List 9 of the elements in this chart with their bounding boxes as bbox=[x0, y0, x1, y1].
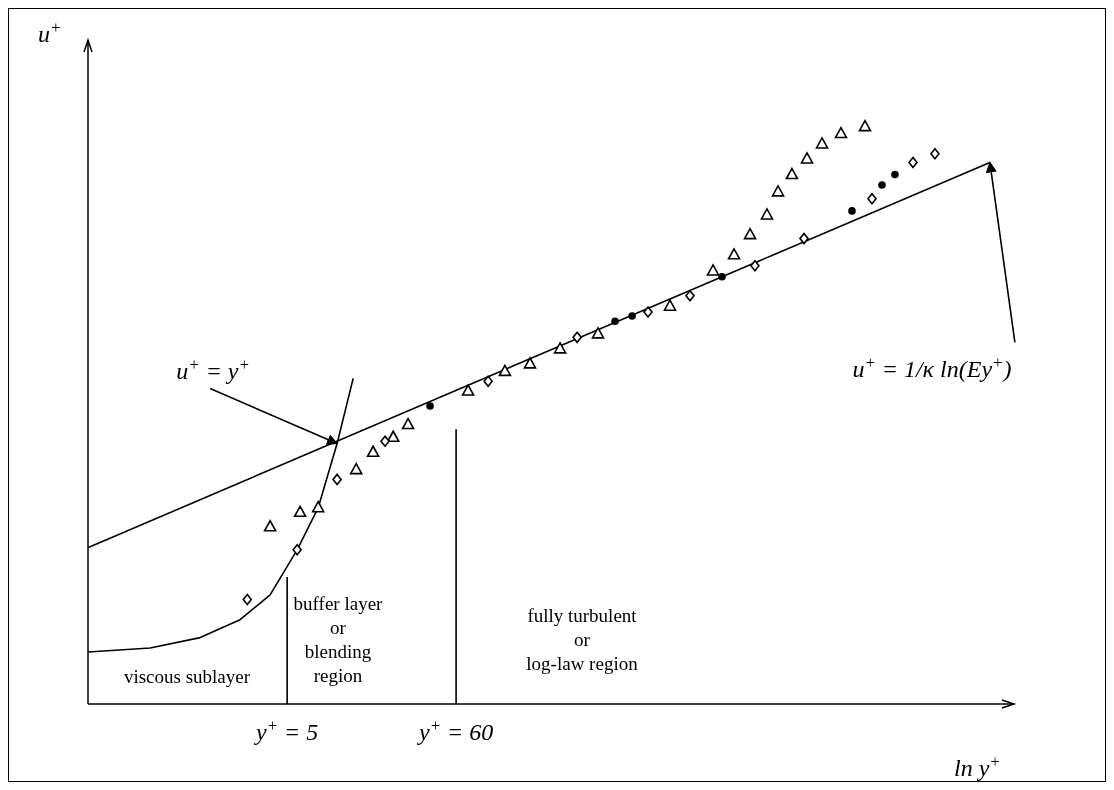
y-axis-title: u$^{+}$ bbox=[38, 17, 62, 47]
x-axis-title: ln y$^{+}$ bbox=[954, 751, 1001, 781]
x-tick-label: y$^{+}$ = 60 bbox=[417, 715, 494, 745]
annotation: buffer layer or blending region bbox=[293, 593, 384, 686]
annotation: viscous sublayer bbox=[123, 666, 251, 687]
annotation: u$^{+}$ = y$^{+}$ bbox=[176, 354, 250, 384]
annotation: fully turbulent or log-law region bbox=[526, 605, 639, 674]
x-tick-label: y$^{+}$ = 5 bbox=[254, 715, 319, 745]
annotation: u$^{+}$ = 1/κ ln(Ey$^{+}$) bbox=[852, 352, 1012, 383]
